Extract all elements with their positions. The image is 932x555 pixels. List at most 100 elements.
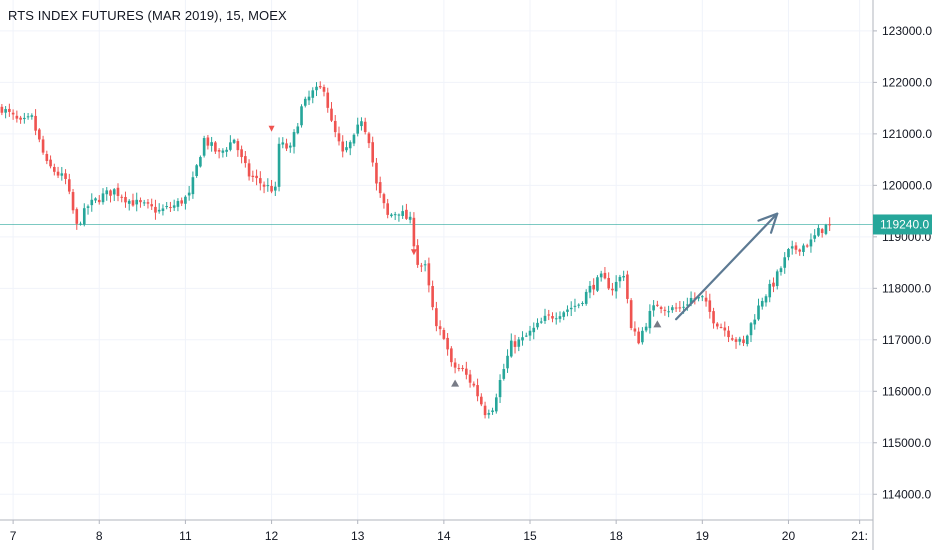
candle (176, 198, 180, 212)
candle-body (322, 87, 326, 92)
candle (38, 128, 41, 143)
candle (94, 197, 97, 204)
candle (633, 321, 637, 336)
candle (772, 277, 775, 293)
candle (285, 138, 288, 152)
candle-body (266, 185, 270, 187)
candle-body (71, 192, 75, 211)
candle-body (26, 116, 30, 118)
candle (296, 122, 300, 135)
candle (461, 365, 464, 372)
candle-body (296, 126, 300, 134)
candle (423, 260, 427, 272)
candle-body (161, 208, 165, 211)
candle (255, 169, 258, 186)
last-price-label: 119240.0 (873, 214, 932, 235)
candle-body (480, 396, 483, 405)
candle (652, 300, 655, 317)
candle (0, 104, 4, 116)
trend-arrow-layer[interactable] (674, 212, 779, 321)
x-axis[interactable]: 7 8 11 12 13 14 15 18 19 20 21: (0, 519, 873, 543)
candle (333, 115, 337, 138)
candle-body (573, 305, 577, 307)
candle-body (435, 308, 438, 327)
candle-body (457, 367, 461, 369)
candle-body (348, 142, 352, 149)
candle (195, 163, 198, 178)
candle-body (764, 296, 768, 303)
candle-body (794, 245, 798, 250)
candle (817, 224, 820, 237)
candle (521, 331, 524, 346)
candle-body (588, 285, 592, 293)
candle (131, 193, 135, 207)
candle-body (712, 311, 715, 324)
x-tick-label: 8 (96, 529, 103, 543)
candle (659, 305, 663, 314)
candle-body (577, 304, 581, 306)
x-tick-label: 11 (179, 529, 192, 543)
candle-body (461, 367, 464, 369)
candle-body (79, 223, 82, 225)
candle (528, 325, 532, 341)
candle-body (288, 145, 292, 148)
candle-body (592, 284, 596, 290)
candle (375, 158, 378, 191)
candle (603, 266, 607, 280)
candle-body (64, 173, 67, 179)
candle (165, 201, 168, 210)
candle (622, 270, 625, 282)
candle (760, 297, 764, 310)
candle (101, 188, 105, 205)
candle (15, 110, 19, 123)
candle-body (23, 117, 26, 120)
candle (82, 203, 86, 227)
candle (517, 336, 521, 352)
candle (360, 117, 363, 131)
candle-body (442, 329, 446, 339)
candle (8, 103, 11, 117)
candle-body (67, 179, 71, 192)
candle-body (337, 133, 341, 142)
candle (11, 109, 15, 120)
candle-body (247, 163, 251, 177)
candle (71, 188, 75, 214)
candle-body (157, 209, 161, 212)
x-tick-label: 20 (782, 529, 796, 543)
candle (34, 109, 37, 136)
x-tick-label: 21: (851, 529, 868, 543)
candle (802, 243, 805, 257)
candle (386, 198, 389, 219)
candle-body (150, 204, 154, 207)
candle (393, 211, 397, 221)
candle-body (371, 142, 375, 163)
candle (798, 248, 802, 256)
candle-body (352, 134, 356, 144)
candle-body (611, 288, 614, 291)
candle (19, 115, 22, 124)
candle (667, 305, 670, 318)
candle (719, 323, 723, 329)
candle-body (562, 312, 566, 317)
trend-arrow-head[interactable] (757, 212, 779, 234)
candle (596, 275, 599, 292)
candle-body (202, 138, 206, 156)
candle-body (4, 109, 7, 113)
candle (202, 135, 206, 158)
candle-body (667, 311, 670, 313)
y-axis[interactable]: 114000.0 115000.0 116000.0 117000.0 118000.0… (872, 0, 932, 550)
candle (49, 155, 52, 169)
candle-body (626, 274, 629, 299)
candle-body (517, 339, 521, 347)
candle-body (450, 348, 453, 363)
candle-body (708, 300, 712, 312)
candle-body (502, 369, 506, 379)
candle (416, 239, 419, 268)
candle-body (229, 142, 232, 150)
candle-body (581, 302, 584, 304)
trend-arrow-shaft[interactable] (674, 212, 779, 321)
candle (551, 312, 554, 323)
candle (824, 223, 828, 236)
